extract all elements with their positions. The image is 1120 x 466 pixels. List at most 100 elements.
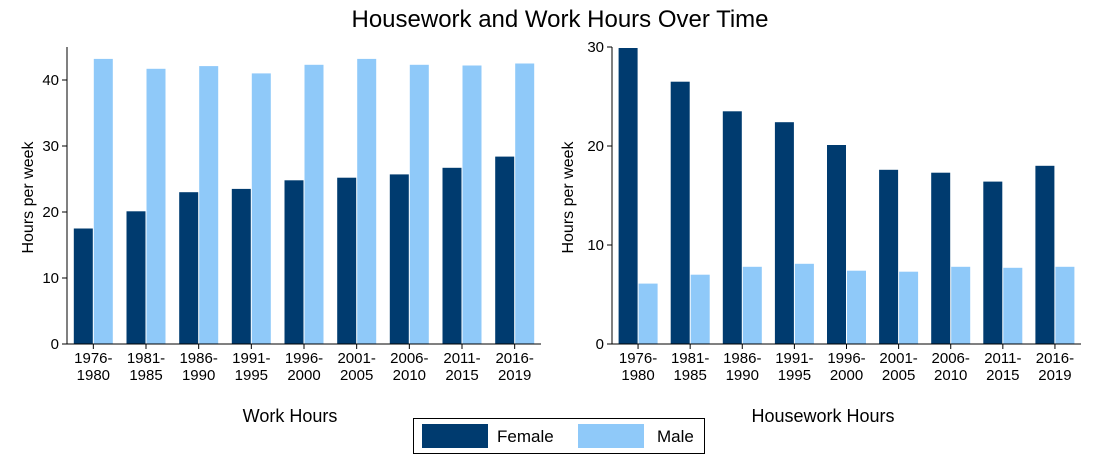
work-xtick-label-7-line1: 2011- — [443, 350, 480, 367]
work-xtick-label-5: 2001-2005 — [337, 350, 375, 384]
work-bar-female-6 — [389, 174, 409, 344]
work-xtick-label-6-line1: 2006- — [390, 350, 428, 367]
work-bar-female-1 — [126, 211, 146, 344]
work-y-axis-label: Hours per week — [20, 140, 37, 253]
work-hours-chart: 0 10 20 30 40 1976-1980 1981-1985 1986-1990 1991… — [20, 47, 541, 384]
work-xtick-label-3-line1: 1991- — [232, 350, 270, 367]
housework-xtick-label-4-line1: 1996- — [827, 350, 865, 367]
housework-bar-female-6 — [931, 172, 951, 344]
work-xtick-label-2-line2: 1990 — [182, 367, 215, 384]
housework-xtick-label-4: 1996-2000 — [827, 350, 865, 384]
work-ytick-label-4: 40 — [42, 72, 59, 89]
legend: Female Male — [413, 418, 705, 454]
housework-bar-male-4 — [847, 270, 866, 344]
housework-bar-male-2 — [742, 266, 762, 344]
housework-xtick-label-6-line1: 2006- — [932, 350, 970, 367]
work-bar-male-2 — [199, 66, 219, 344]
housework-xtick-label-0: 1976-1980 — [619, 350, 657, 384]
work-bar-female-7 — [442, 167, 462, 344]
work-xtick-label-4-line1: 1996- — [285, 350, 323, 367]
work-bar-female-3 — [231, 188, 251, 344]
work-xtick-label-6: 2006-2010 — [390, 350, 428, 384]
work-xtick-label-7-line2: 2015 — [445, 367, 478, 384]
housework-ytick-label-1: 10 — [587, 237, 604, 254]
housework-xtick-label-1-line1: 1981- — [671, 350, 709, 367]
work-xtick-label-1-line2: 1985 — [129, 367, 162, 384]
work-xtick-label-5-line2: 2005 — [340, 367, 373, 384]
work-xtick-label-6-line2: 2010 — [393, 367, 426, 384]
housework-ytick-label-3: 30 — [587, 39, 604, 56]
housework-bar-female-5 — [879, 169, 899, 344]
work-bar-female-2 — [179, 192, 199, 344]
housework-xtick-label-2-line1: 1986- — [723, 350, 761, 367]
housework-xtick-label-7-line2: 2015 — [986, 367, 1019, 384]
housework-xtick-label-8: 2016-2019 — [1036, 350, 1074, 384]
housework-ytick-label-0: 0 — [596, 336, 604, 353]
work-xtick-label-2-line1: 1986- — [179, 350, 217, 367]
housework-bar-female-1 — [670, 81, 690, 344]
housework-y-axis-label: Hours per week — [560, 140, 577, 253]
work-bar-female-8 — [495, 156, 515, 344]
work-xtick-label-4-line2: 2000 — [287, 367, 320, 384]
work-bar-male-4 — [304, 64, 324, 345]
work-hours-subtitle: Work Hours — [242, 406, 338, 426]
work-xtick-label-2: 1986-1990 — [179, 350, 217, 384]
housework-xtick-label-4-line2: 2000 — [830, 367, 863, 384]
work-bar-male-3 — [251, 73, 271, 345]
work-xtick-label-0: 1976-1980 — [74, 350, 112, 384]
legend-label-female: Female — [497, 427, 554, 446]
housework-xtick-label-3-line2: 1995 — [778, 367, 811, 384]
work-ytick-label-0: 0 — [51, 336, 59, 353]
housework-xtick-label-1-line2: 1985 — [673, 367, 706, 384]
work-xtick-label-3: 1991-1995 — [232, 350, 270, 384]
housework-xtick-label-5: 2001-2005 — [879, 350, 917, 384]
housework-xtick-label-8-line2: 2019 — [1038, 367, 1071, 384]
work-xtick-label-1-line1: 1981- — [127, 350, 165, 367]
housework-xtick-label-8-line1: 2016- — [1036, 350, 1074, 367]
housework-xtick-label-7: 2011-2015 — [984, 350, 1021, 384]
work-bar-male-6 — [409, 64, 429, 345]
housework-bar-male-6 — [951, 266, 971, 344]
legend-swatch-male — [578, 424, 644, 448]
housework-bar-female-2 — [722, 111, 742, 344]
work-bar-female-4 — [284, 180, 304, 344]
work-bar-male-1 — [146, 68, 166, 345]
housework-bar-female-3 — [774, 122, 794, 344]
work-bar-male-0 — [93, 58, 113, 345]
housework-bar-male-1 — [690, 274, 710, 344]
work-bar-female-0 — [73, 228, 93, 344]
chart-title: Housework and Work Hours Over Time — [351, 6, 769, 33]
work-xtick-label-0-line2: 1980 — [77, 367, 110, 384]
legend-swatch-female — [422, 424, 488, 448]
work-xtick-label-3-line2: 1995 — [235, 367, 268, 384]
housework-bar-male-3 — [794, 263, 814, 344]
housework-bar-male-0 — [638, 283, 658, 344]
housework-bar-male-8 — [1055, 266, 1075, 344]
work-ytick-label-1: 10 — [42, 270, 59, 287]
housework-xtick-label-7-line1: 2011- — [984, 350, 1021, 367]
housework-xtick-label-2: 1986-1990 — [723, 350, 761, 384]
housework-xtick-label-0-line1: 1976- — [619, 350, 657, 367]
housework-xtick-label-5-line1: 2001- — [879, 350, 917, 367]
legend-label-male: Male — [657, 427, 694, 446]
housework-bar-female-7 — [983, 181, 1003, 344]
work-xtick-label-1: 1981-1985 — [127, 350, 165, 384]
housework-hours-panel: 0 10 20 30 1976-1980 1981-1985 1986-1990 1991-1… — [560, 0, 1120, 400]
work-bar-female-5 — [337, 177, 357, 344]
housework-ytick-label-2: 20 — [587, 138, 604, 155]
housework-xtick-label-3: 1991-1995 — [775, 350, 813, 384]
housework-xtick-label-6: 2006-2010 — [932, 350, 970, 384]
work-ytick-label-3: 30 — [42, 138, 59, 155]
work-ytick-label-2: 20 — [42, 204, 59, 221]
housework-hours-chart: 01020301976-19801981-19851986-19901991-1… — [560, 39, 1081, 384]
work-hours-panel: 0 10 20 30 40 1976-1980 1981-1985 1986-1990 1991… — [0, 0, 560, 400]
housework-xtick-label-6-line2: 2010 — [934, 367, 967, 384]
work-bar-male-5 — [357, 58, 377, 345]
housework-xtick-label-3-line1: 1991- — [775, 350, 813, 367]
work-xtick-label-7: 2011-2015 — [443, 350, 480, 384]
work-bar-male-8 — [515, 63, 535, 344]
housework-xtick-label-5-line2: 2005 — [882, 367, 915, 384]
work-xtick-label-8-line1: 2016- — [495, 350, 533, 367]
housework-xtick-label-0-line2: 1980 — [621, 367, 654, 384]
work-xtick-label-0-line1: 1976- — [74, 350, 112, 367]
